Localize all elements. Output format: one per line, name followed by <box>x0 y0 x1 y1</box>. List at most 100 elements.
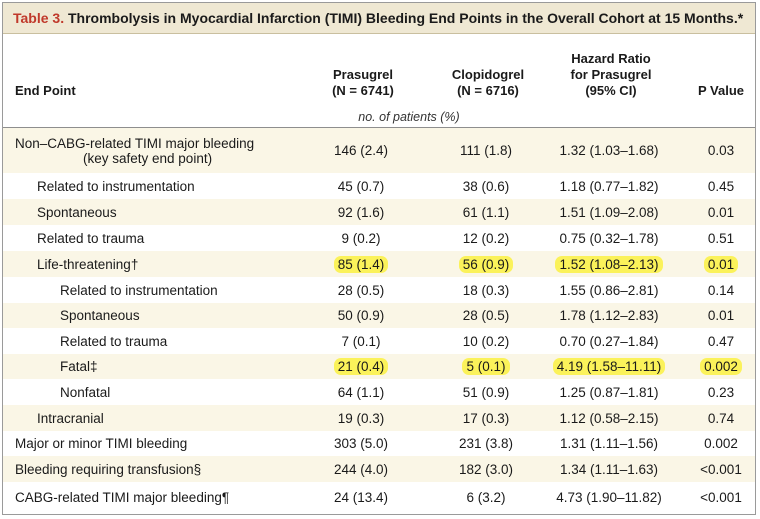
cell-prasugrel: 28 (0.5) <box>306 277 416 303</box>
row-label-line1: Non–CABG-related TIMI major bleeding <box>15 135 255 151</box>
cell-prasugrel: 24 (13.4) <box>306 482 416 513</box>
cell-clopidogrel: 61 (1.1) <box>431 199 541 225</box>
row-label: Intracranial <box>37 410 104 426</box>
value-hr: 0.75 (0.32–1.78) <box>559 230 659 246</box>
cell-p: 0.47 <box>666 328 760 354</box>
header-hr-line1: Hazard Ratio <box>571 51 651 66</box>
value-hr: 0.70 (0.27–1.84) <box>559 333 659 349</box>
value-prasugrel: 21 (0.4) <box>333 358 389 375</box>
cell-prasugrel: 64 (1.1) <box>306 379 416 405</box>
value-hr: 4.19 (1.58–11.11) <box>552 358 666 375</box>
value-hr: 1.18 (0.77–1.82) <box>559 178 659 194</box>
value-clopidogrel: 61 (1.1) <box>462 204 510 220</box>
cell-clopidogrel: 5 (0.1) <box>431 354 541 379</box>
value-p: 0.002 <box>704 436 738 451</box>
table-row: Non–CABG-related TIMI major bleeding (key… <box>3 128 755 173</box>
cell-p: 0.51 <box>666 225 760 251</box>
value-hr: 1.31 (1.11–1.56) <box>559 436 659 451</box>
row-label: Related to trauma <box>60 333 168 349</box>
value-prasugrel: 92 (1.6) <box>337 204 385 220</box>
row-label: Spontaneous <box>60 308 140 323</box>
value-prasugrel: 28 (0.5) <box>337 282 385 298</box>
cell-clopidogrel: 56 (0.9) <box>431 251 541 277</box>
table-row: Major or minor TIMI bleeding 303 (5.0) 231… <box>3 431 755 456</box>
cell-p: 0.01 <box>666 251 760 277</box>
header-hr-line3: (95% CI) <box>585 83 637 98</box>
value-p: 0.47 <box>707 333 735 349</box>
cell-p: 0.23 <box>666 379 760 405</box>
cell-hr: 1.12 (0.58–2.15) <box>534 405 684 431</box>
header-hr-line2: for Prasugrel <box>570 67 652 82</box>
value-clopidogrel: 28 (0.5) <box>462 308 510 323</box>
table-row: Life-threatening† 85 (1.4) 56 (0.9) 1.52 (1… <box>3 251 755 277</box>
cell-hr: 4.73 (1.90–11.82) <box>534 482 684 513</box>
cell-hr: 0.75 (0.32–1.78) <box>534 225 684 251</box>
table-row: Bleeding requiring transfusion§ 244 (4.0)… <box>3 456 755 482</box>
value-clopidogrel: 12 (0.2) <box>462 230 510 246</box>
cell-hr: 1.31 (1.11–1.56) <box>534 431 684 456</box>
cell-p: <0.001 <box>666 482 760 513</box>
row-label: Bleeding requiring transfusion§ <box>15 461 202 477</box>
value-hr: 1.55 (0.86–2.81) <box>559 282 659 298</box>
cell-prasugrel: 85 (1.4) <box>306 251 416 277</box>
cell-p: 0.14 <box>666 277 760 303</box>
cell-hr: 4.19 (1.58–11.11) <box>534 354 684 379</box>
cell-prasugrel: 303 (5.0) <box>306 431 416 456</box>
cell-clopidogrel: 51 (0.9) <box>431 379 541 405</box>
value-hr: 1.32 (1.03–1.68) <box>559 143 659 158</box>
header-clopidogrel-n: (N = 6716) <box>457 83 519 98</box>
cell-prasugrel: 7 (0.1) <box>306 328 416 354</box>
title-bar: Table 3. Thrombolysis in Myocardial Infa… <box>3 3 755 34</box>
cell-prasugrel: 9 (0.2) <box>306 225 416 251</box>
cell-p: 0.03 <box>666 128 760 173</box>
table-row: Nonfatal 64 (1.1) 51 (0.9) 1.25 (0.87–1.81)… <box>3 379 755 405</box>
value-prasugrel: 244 (4.0) <box>333 461 389 477</box>
value-p: 0.002 <box>700 358 742 375</box>
cell-prasugrel: 21 (0.4) <box>306 354 416 379</box>
header-end-point: End Point <box>15 83 76 98</box>
value-hr: 1.51 (1.09–2.08) <box>559 204 659 220</box>
table-row: Related to trauma 9 (0.2) 12 (0.2) 0.75 (0.… <box>3 225 755 251</box>
value-p: 0.01 <box>707 308 735 323</box>
row-label: Major or minor TIMI bleeding <box>15 436 188 451</box>
cell-prasugrel: 92 (1.6) <box>306 199 416 225</box>
cell-prasugrel: 244 (4.0) <box>306 456 416 482</box>
cell-hr: 1.25 (0.87–1.81) <box>534 379 684 405</box>
value-clopidogrel: 5 (0.1) <box>462 358 510 375</box>
value-p: 0.01 <box>707 204 735 220</box>
cell-hr: 1.52 (1.08–2.13) <box>534 251 684 277</box>
value-p: 0.45 <box>707 178 735 194</box>
table-row: Intracranial 19 (0.3) 17 (0.3) 1.12 (0.58–2… <box>3 405 755 431</box>
table-number: Table 3. <box>13 10 65 26</box>
value-clopidogrel: 17 (0.3) <box>462 410 510 426</box>
value-clopidogrel: 38 (0.6) <box>462 178 510 194</box>
value-p: <0.001 <box>700 490 742 505</box>
cell-prasugrel: 45 (0.7) <box>306 173 416 199</box>
value-prasugrel: 85 (1.4) <box>333 255 389 273</box>
row-label: Related to trauma <box>37 230 145 246</box>
header-clopidogrel: Clopidogrel (N = 6716) <box>418 67 558 99</box>
cell-clopidogrel: 231 (3.8) <box>431 431 541 456</box>
cell-hr: 1.51 (1.09–2.08) <box>534 199 684 225</box>
value-hr: 1.34 (1.11–1.63) <box>559 461 659 477</box>
cell-clopidogrel: 6 (3.2) <box>431 482 541 513</box>
cell-p: 0.45 <box>666 173 760 199</box>
cell-clopidogrel: 18 (0.3) <box>431 277 541 303</box>
cell-p: 0.002 <box>666 354 760 379</box>
table-row: CABG-related TIMI major bleeding¶ 24 (13.… <box>3 482 755 513</box>
header-prasugrel-name: Prasugrel <box>333 67 393 82</box>
row-label: CABG-related TIMI major bleeding¶ <box>15 490 230 505</box>
cell-hr: 1.32 (1.03–1.68) <box>534 128 684 173</box>
value-p: 0.23 <box>707 384 735 400</box>
value-clopidogrel: 231 (3.8) <box>458 436 514 451</box>
row-label: Fatal‡ <box>60 359 98 374</box>
value-clopidogrel: 51 (0.9) <box>462 384 510 400</box>
cell-p: 0.01 <box>666 199 760 225</box>
table-row: Related to trauma 7 (0.1) 10 (0.2) 0.70 (0.… <box>3 328 755 354</box>
value-clopidogrel: 56 (0.9) <box>458 255 514 273</box>
value-clopidogrel: 10 (0.2) <box>462 333 510 349</box>
value-p: <0.001 <box>700 461 742 477</box>
value-hr: 1.52 (1.08–2.13) <box>555 255 663 273</box>
cell-hr: 1.18 (0.77–1.82) <box>534 173 684 199</box>
table-row: Related to instrumentation 28 (0.5) 18 (0.… <box>3 277 755 303</box>
